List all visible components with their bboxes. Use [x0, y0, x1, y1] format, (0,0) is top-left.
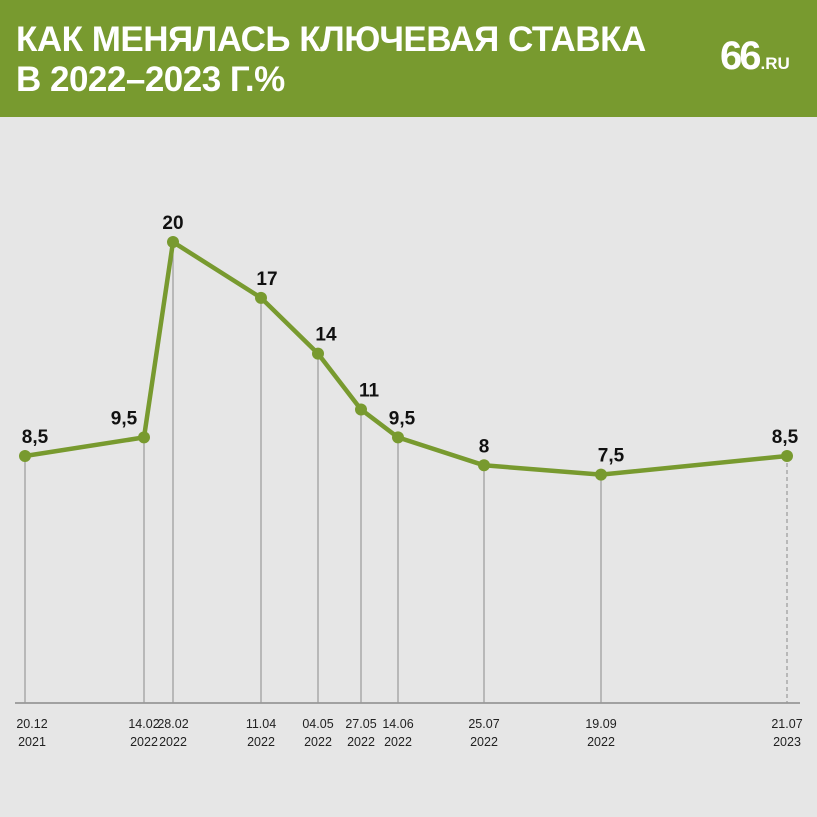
logo-number: 66: [720, 34, 761, 78]
x-tick-date-6: 14.06: [382, 717, 413, 731]
data-point-7: [478, 459, 490, 472]
x-tick-year-9: 2023: [773, 735, 801, 749]
data-point-3: [255, 291, 267, 304]
x-tick-date-1: 14.02: [128, 717, 159, 731]
value-label-2: 20: [162, 213, 183, 234]
value-label-3: 17: [256, 269, 277, 290]
title-line-1: КАК МЕНЯЛАСЬ КЛЮЧЕВАЯ СТАВКА: [16, 20, 646, 59]
x-tick-date-5: 27.05: [345, 717, 376, 731]
value-label-4: 14: [315, 325, 337, 346]
data-point-8: [595, 468, 607, 481]
value-label-0: 8,5: [22, 427, 49, 448]
data-point-5: [355, 403, 367, 416]
value-label-5: 11: [359, 380, 380, 401]
x-tick-year-0: 2021: [18, 735, 46, 749]
x-tick-year-5: 2022: [347, 735, 375, 749]
value-label-1: 9,5: [111, 408, 138, 429]
site-logo: 66 .RU: [720, 36, 790, 76]
x-tick-date-2: 28.02: [157, 717, 188, 731]
data-point-2: [167, 236, 179, 248]
x-tick-year-4: 2022: [304, 735, 332, 749]
x-tick-date-9: 21.07: [771, 717, 802, 731]
x-tick-date-4: 04.05: [302, 717, 333, 731]
chart-title: КАК МЕНЯЛАСЬ КЛЮЧЕВАЯ СТАВКА В 2022–2023…: [16, 20, 646, 100]
header-banner: КАК МЕНЯЛАСЬ КЛЮЧЕВАЯ СТАВКА В 2022–2023…: [0, 0, 817, 117]
data-point-9: [781, 450, 793, 462]
data-point-6: [392, 431, 404, 444]
x-tick-date-7: 25.07: [468, 717, 499, 731]
data-point-1: [138, 431, 150, 444]
value-label-8: 7,5: [598, 446, 625, 467]
value-label-9: 8,5: [772, 427, 799, 448]
data-point-0: [19, 450, 31, 462]
logo-domain: .RU: [760, 54, 790, 73]
x-tick-year-2: 2022: [159, 735, 187, 749]
value-label-7: 8: [479, 436, 490, 457]
x-tick-date-3: 11.04: [246, 717, 276, 731]
value-label-6: 9,5: [389, 408, 416, 429]
x-tick-year-7: 2022: [470, 735, 498, 749]
x-tick-date-0: 20.12: [16, 717, 47, 731]
x-tick-year-6: 2022: [384, 735, 412, 749]
data-point-4: [312, 347, 324, 360]
x-tick-year-1: 2022: [130, 735, 158, 749]
x-tick-year-8: 2022: [587, 735, 615, 749]
key-rate-series-line: [22, 239, 790, 477]
title-line-2: В 2022–2023 Г.%: [16, 60, 285, 99]
x-tick-date-8: 19.09: [585, 717, 616, 731]
x-tick-year-3: 2022: [247, 735, 275, 749]
